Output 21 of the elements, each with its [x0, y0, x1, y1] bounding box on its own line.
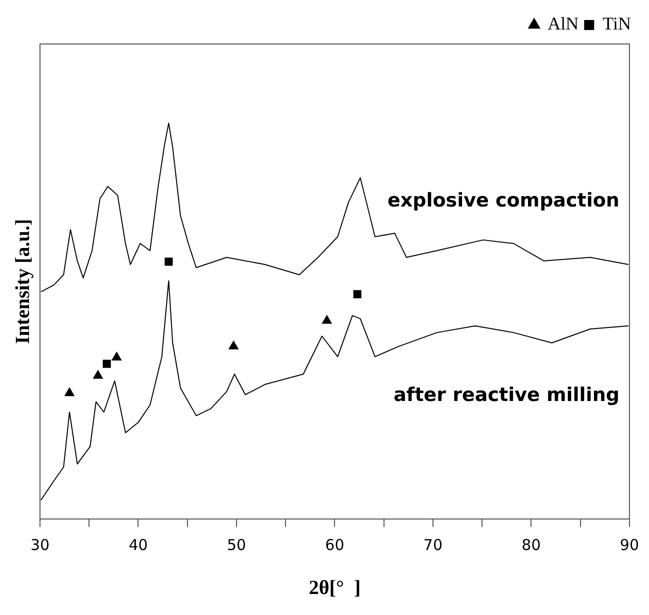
point [228, 340, 238, 350]
x-tick-label: 90 [620, 536, 640, 554]
point [112, 352, 122, 360]
x-tick-label: 40 [128, 536, 148, 554]
point [64, 388, 74, 396]
x-tick-label: 30 [30, 536, 50, 554]
point [353, 290, 362, 298]
x-tick-label: 70 [423, 536, 443, 554]
legend-label: AlN [548, 14, 579, 34]
point [93, 370, 103, 379]
x-tick-label: 50 [226, 536, 246, 554]
point [102, 360, 111, 368]
point [164, 258, 173, 266]
series-label: explosive compaction [387, 190, 620, 212]
y-axis-title: Intensity [a.u.] [12, 218, 34, 344]
x-tick-label: 60 [325, 536, 344, 554]
legend-label: TiN [602, 14, 632, 34]
x-tick-label: 80 [522, 536, 541, 554]
x-axis-title: 2θ[° ] [308, 577, 361, 600]
series-label: after reactive milling [394, 384, 620, 406]
point [322, 315, 332, 324]
